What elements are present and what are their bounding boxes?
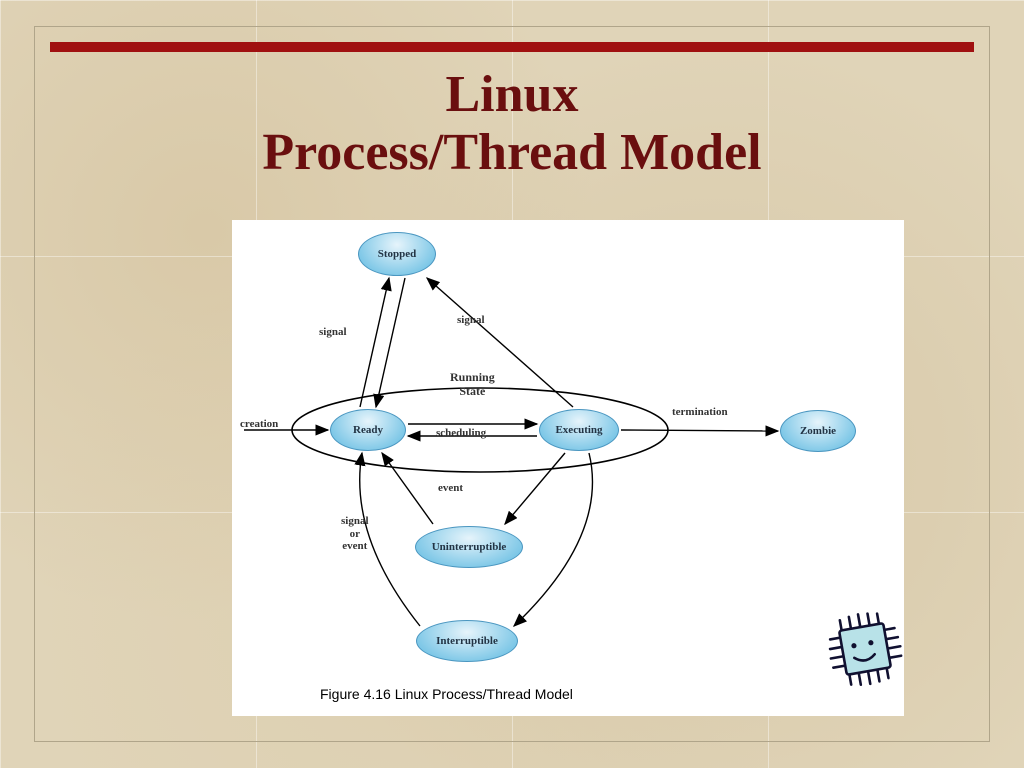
state-label: Executing xyxy=(555,424,602,436)
edge-label: scheduling xyxy=(436,427,486,440)
title-line-1: Linux xyxy=(446,66,579,123)
state-diagram-svg xyxy=(232,220,904,716)
state-interruptible: Interruptible xyxy=(416,620,518,662)
state-label: Interruptible xyxy=(436,635,498,647)
cpu-chip-icon xyxy=(822,606,908,692)
state-zombie: Zombie xyxy=(780,410,856,452)
state-label: Uninterruptible xyxy=(432,541,507,553)
slide-title: Linux Process/Thread Model xyxy=(0,66,1024,182)
edge-label: creation xyxy=(240,418,278,431)
state-uninterruptible: Uninterruptible xyxy=(415,526,523,568)
figure-caption: Figure 4.16 Linux Process/Thread Model xyxy=(320,686,573,702)
edge-label: signal xyxy=(457,314,485,327)
edge-label: termination xyxy=(672,406,728,419)
state-label: Zombie xyxy=(800,425,836,437)
state-ready: Ready xyxy=(330,409,406,451)
state-label: Ready xyxy=(353,424,383,436)
edge-label: event xyxy=(438,482,463,495)
title-line-2: Process/Thread Model xyxy=(262,124,761,181)
state-label: Stopped xyxy=(378,248,417,260)
edge-label: signal or event xyxy=(341,515,369,553)
diagram-panel: Stopped Ready Executing Uninterruptible … xyxy=(232,220,904,716)
state-executing: Executing xyxy=(539,409,619,451)
title-bar xyxy=(50,42,974,52)
running-state-label: Running State xyxy=(450,371,495,399)
state-stopped: Stopped xyxy=(358,232,436,276)
edge-label: signal xyxy=(319,326,347,339)
